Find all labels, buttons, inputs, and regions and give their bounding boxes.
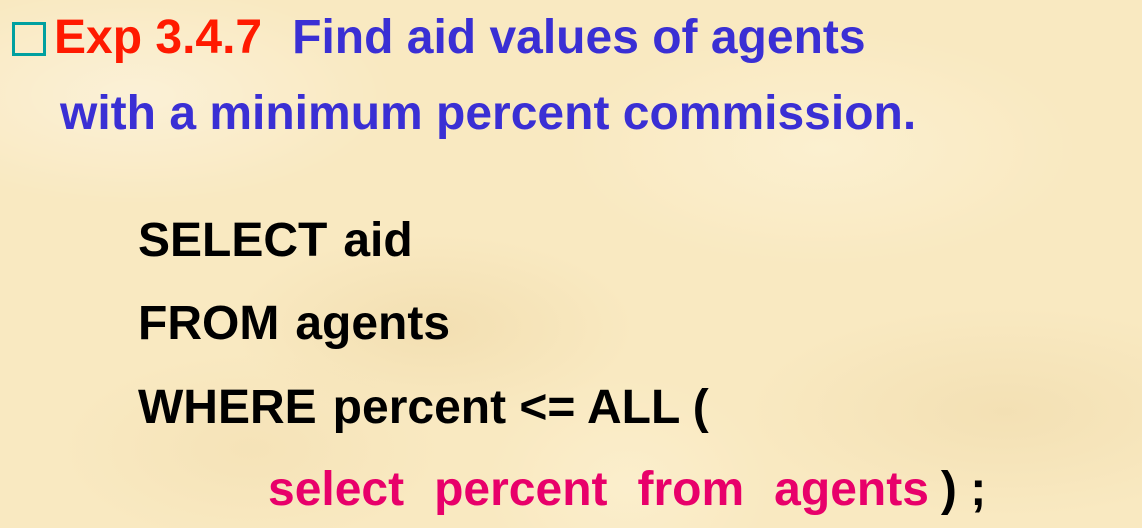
square-bullet-icon xyxy=(12,22,46,56)
sql-where-keyword: WHERE xyxy=(138,381,317,434)
sql-subquery-line: select percent from agents) ; xyxy=(268,462,986,518)
subquery-table: agents xyxy=(774,463,929,516)
sql-where-condition: percent <= ALL ( xyxy=(332,381,709,434)
title-line-1: Exp 3.4.7 Find aid values of agents xyxy=(12,10,866,66)
title-line-2: with a minimum percent commission. xyxy=(60,86,916,142)
title-text-line-2: with a minimum percent commission. xyxy=(60,87,917,140)
subquery-select-keyword: select xyxy=(268,463,405,516)
example-label: Exp 3.4.7 xyxy=(54,11,263,64)
sql-from-keyword: FROM xyxy=(138,297,280,350)
sql-select-line: SELECT aid xyxy=(138,213,413,269)
sql-select-column: aid xyxy=(343,214,413,267)
sql-from-table: agents xyxy=(295,297,451,350)
subquery-from-keyword: from xyxy=(637,463,745,516)
sql-subquery: select percent from agents xyxy=(268,463,941,516)
subquery-column: percent xyxy=(434,463,608,516)
sql-select-keyword: SELECT xyxy=(138,214,328,267)
sql-closing: ) ; xyxy=(940,463,987,516)
sql-from-line: FROM agents xyxy=(138,296,450,352)
sql-where-line: WHERE percent <= ALL ( xyxy=(138,380,709,436)
title-text-line-1: Find aid values of agents xyxy=(292,11,866,64)
